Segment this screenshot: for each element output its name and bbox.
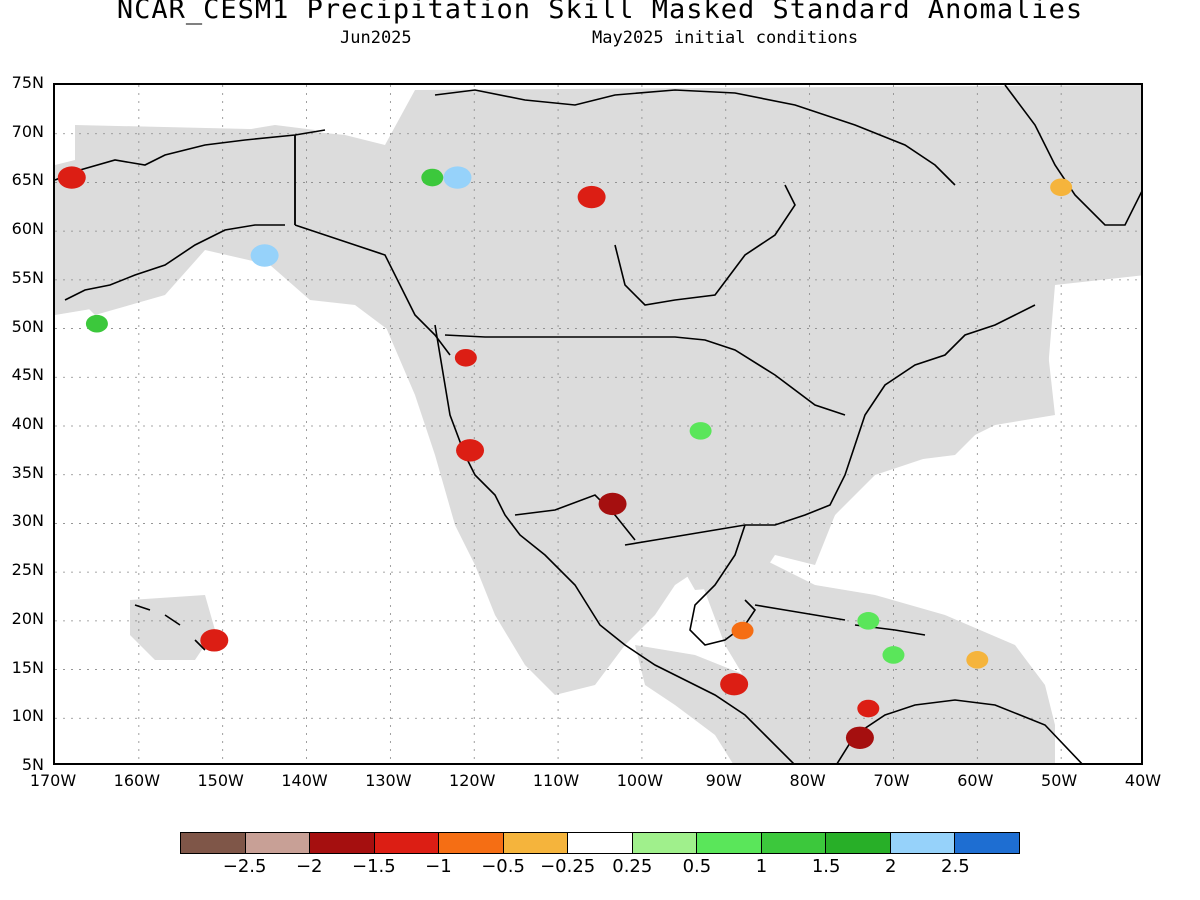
lat-tick-label: 10N xyxy=(11,706,44,726)
colorbar-swatch xyxy=(310,833,375,853)
coastline-greenland xyxy=(1004,85,1141,226)
lon-tick-label: 110W xyxy=(532,771,580,790)
lon-tick-label: 100W xyxy=(616,771,664,790)
anomaly-patch xyxy=(200,629,229,652)
coastline-hawaii xyxy=(134,604,206,651)
lat-tick-label: 20N xyxy=(11,608,44,628)
masked-region-hawaii xyxy=(130,595,215,660)
lat-tick-label: 35N xyxy=(11,462,44,482)
coastline-hudson-bay xyxy=(614,184,796,306)
colorbar xyxy=(180,832,1020,854)
colorbar-swatch xyxy=(761,833,827,853)
lat-tick-label: 70N xyxy=(11,121,44,141)
masked-region-alaska xyxy=(55,125,315,315)
map-title: NCAR_CESM1 Precipitation Skill Masked St… xyxy=(116,0,1084,25)
coastline-gulf xyxy=(624,444,856,646)
anomaly-patch xyxy=(720,672,749,696)
anomaly-patch xyxy=(598,492,627,516)
anomaly-patch xyxy=(577,185,606,209)
anomaly-patch xyxy=(845,726,874,749)
forecast-month: Jun2025 xyxy=(340,28,412,48)
precip-anomaly-map xyxy=(53,83,1143,765)
lon-tick-label: 160W xyxy=(113,771,161,790)
coastline-aleutians xyxy=(64,224,285,301)
coastline-cuba xyxy=(754,604,846,621)
colorbar-tick-label: −2 xyxy=(295,856,323,877)
colorbar-swatch xyxy=(181,833,246,853)
colorbar-tick-label: 1.5 xyxy=(811,856,841,877)
anomaly-patch xyxy=(966,651,989,669)
lon-tick-label: 80W xyxy=(789,771,826,790)
colorbar-swatch xyxy=(568,833,633,853)
colorbar-swatch xyxy=(890,833,956,853)
lon-tick-label: 170W xyxy=(29,771,77,790)
colorbar-tick-label: −0.5 xyxy=(481,856,525,877)
masked-region-greenland-east xyxy=(1095,145,1141,225)
lon-tick-label: 60W xyxy=(957,771,994,790)
masked-region-caribbean xyxy=(695,555,1055,763)
colorbar-swatch xyxy=(826,833,891,853)
lat-tick-label: 25N xyxy=(11,560,44,580)
coastline-east xyxy=(854,304,1036,446)
coastline-pacific xyxy=(434,324,795,763)
anomaly-patch xyxy=(85,314,108,333)
lon-tick-label: 50W xyxy=(1041,771,1078,790)
lon-tick-label: 40W xyxy=(1124,771,1162,790)
anomaly-patch xyxy=(857,699,880,718)
colorbar-tick-label: 1 xyxy=(755,856,768,877)
anomaly-patch xyxy=(689,422,712,440)
lat-tick-label: 75N xyxy=(11,73,44,92)
colorbar-swatch xyxy=(374,833,440,853)
lat-tick-label: 65N xyxy=(11,170,44,190)
colorbar-swatch xyxy=(955,833,1019,853)
colorbar-swatch xyxy=(632,833,698,853)
lat-tick-label: 60N xyxy=(11,219,44,239)
lon-tick-label: 130W xyxy=(365,771,412,790)
colorbar-tick-label: −1 xyxy=(425,856,452,877)
colorbar-tick-label: 0.25 xyxy=(612,856,653,877)
anomaly-patch xyxy=(421,168,444,187)
anomaly-patch xyxy=(454,349,477,367)
lon-tick-label: 70W xyxy=(873,771,910,790)
lon-tick-label: 140W xyxy=(281,771,328,790)
lat-tick-label: 15N xyxy=(11,657,44,677)
colorbar-tick-label: −2.5 xyxy=(222,856,267,877)
border-us-canada xyxy=(444,334,846,416)
lat-tick-label: 55N xyxy=(11,267,44,287)
colorbar-swatch xyxy=(697,833,762,853)
anomaly-patch xyxy=(443,166,472,189)
anomaly-patch xyxy=(456,439,485,462)
lat-tick-label: 30N xyxy=(11,511,44,531)
initial-conditions: May2025 initial conditions xyxy=(592,28,859,48)
colorbar-tick-label: −0.25 xyxy=(540,856,596,877)
colorbar-swatch xyxy=(503,833,569,853)
coastline-arctic xyxy=(434,89,956,186)
masked-region-central-america xyxy=(635,645,834,763)
colorbar-swatch xyxy=(245,833,311,853)
colorbar-tick-label: 2 xyxy=(885,856,897,877)
lon-tick-label: 120W xyxy=(449,771,496,790)
colorbar-tick-label: −1.5 xyxy=(351,856,396,877)
lat-tick-label: 50N xyxy=(11,316,44,336)
colorbar-tick-label: 0.5 xyxy=(682,856,712,877)
colorbar-swatch xyxy=(439,833,504,853)
lat-tick-label: 45N xyxy=(11,365,44,385)
anomaly-patch xyxy=(882,646,905,664)
lat-tick-label: 5N xyxy=(21,755,44,774)
border-us-mexico xyxy=(514,494,636,541)
lon-tick-label: 90W xyxy=(705,771,742,790)
colorbar-tick-label: 2.5 xyxy=(941,856,970,877)
masked-region-us-mexico xyxy=(385,325,1055,695)
anomaly-patch xyxy=(857,612,880,630)
anomaly-patch xyxy=(731,621,754,640)
lat-tick-label: 40N xyxy=(11,414,44,433)
lon-tick-label: 150W xyxy=(197,771,244,790)
anomaly-patch xyxy=(250,244,279,267)
anomaly-patch xyxy=(1050,178,1073,197)
anomaly-patch xyxy=(57,166,86,189)
